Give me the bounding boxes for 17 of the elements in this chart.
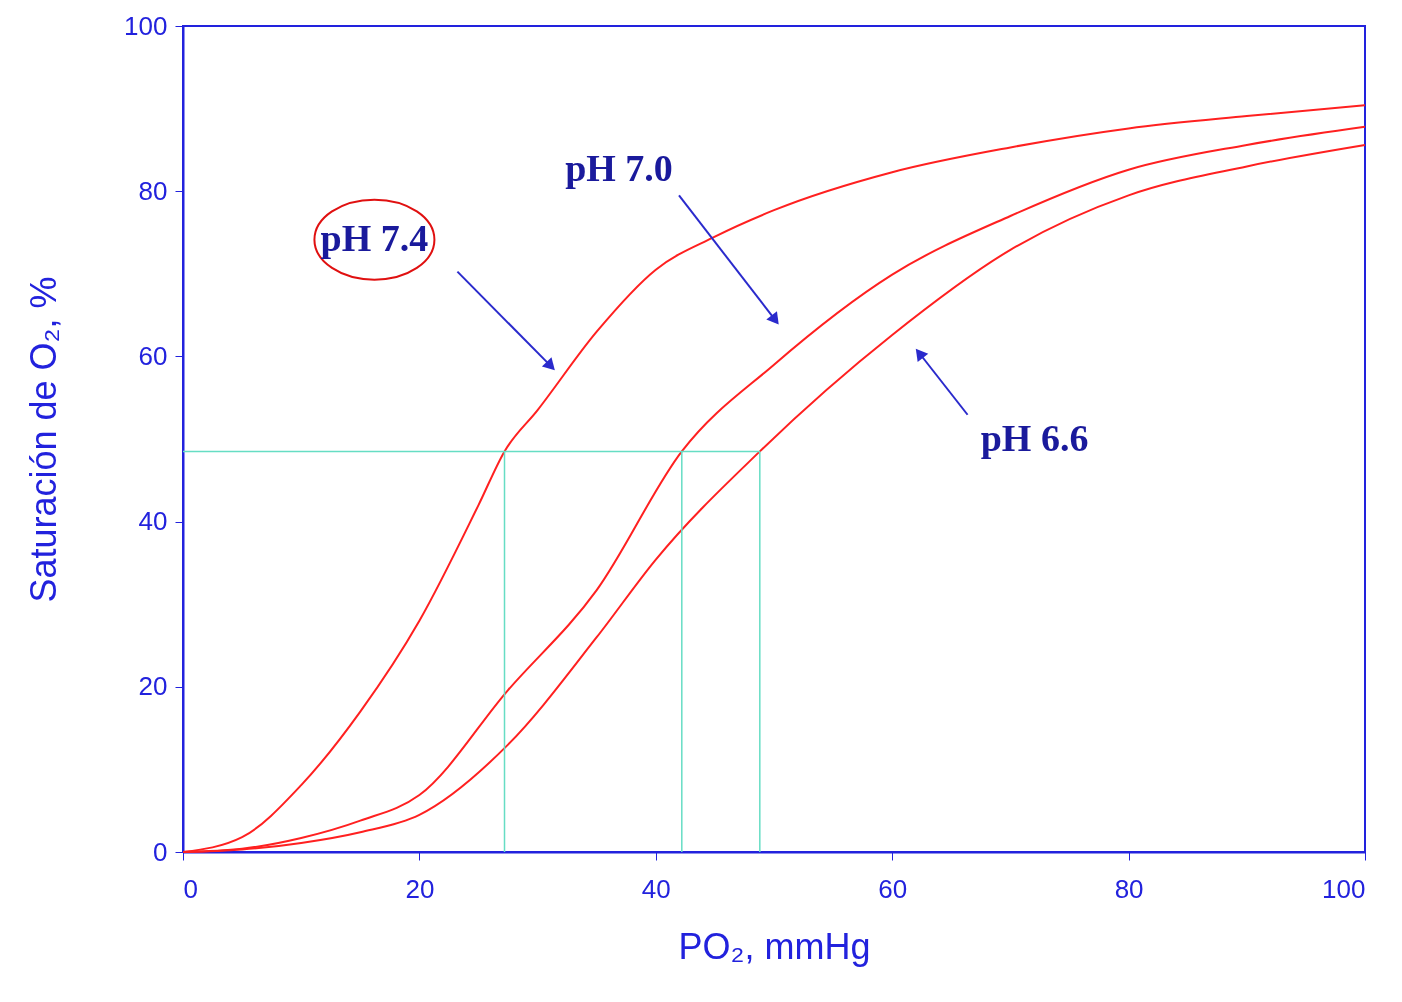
annotation: pH 6.6 — [980, 416, 1089, 459]
x-tick-label: 60 — [878, 873, 908, 904]
y-tick-label: 0 — [153, 836, 168, 867]
y-tick-label: 60 — [138, 340, 168, 371]
y-tick-label: 80 — [138, 175, 168, 206]
y-tick-label: 20 — [138, 671, 168, 702]
y-tick-label: 40 — [138, 506, 168, 537]
x-tick-label: 20 — [405, 873, 435, 904]
x-axis-title: PO₂, mmHg — [678, 925, 871, 967]
x-tick-label: 100 — [1322, 873, 1366, 904]
x-tick-label: 40 — [641, 873, 671, 904]
y-axis-title: Saturación de O₂, % — [23, 276, 65, 603]
annotation: pH 7.0 — [565, 147, 673, 190]
x-tick-label: 0 — [183, 873, 198, 904]
y-tick-label: 100 — [124, 10, 168, 41]
annotation: pH 7.4 — [320, 216, 429, 259]
x-tick-label: 80 — [1114, 873, 1144, 904]
